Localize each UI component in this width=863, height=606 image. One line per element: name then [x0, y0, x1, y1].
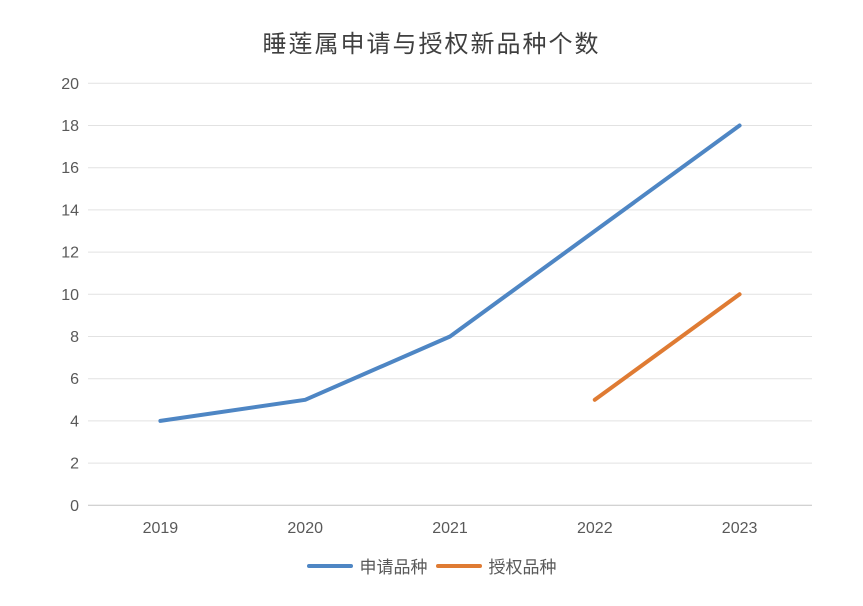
x-tick-label: 2019 — [143, 520, 179, 537]
y-tick-label: 8 — [70, 329, 79, 346]
y-tick-label: 16 — [61, 160, 79, 177]
y-tick-label: 14 — [61, 202, 79, 219]
x-tick-label: 2021 — [432, 520, 468, 537]
y-tick-label: 18 — [61, 118, 79, 135]
legend-item-authorized: 授权品种 — [435, 553, 557, 578]
legend-line-swatch-authorized — [435, 563, 482, 568]
legend: 申请品种 授权品种 — [0, 553, 863, 578]
series-line-0 — [158, 123, 742, 423]
y-tick-label: 2 — [70, 456, 79, 473]
legend-label-authorized: 授权品种 — [488, 558, 557, 578]
y-tick-label: 6 — [70, 371, 79, 388]
y-tick-label: 0 — [70, 498, 79, 515]
legend-label-applied: 申请品种 — [359, 558, 428, 578]
x-tick-label: 2023 — [722, 520, 758, 537]
y-tick-label: 10 — [61, 287, 79, 304]
chart-title: 睡莲属申请与授权新品种个数 — [262, 30, 601, 58]
y-tick-label: 12 — [61, 245, 79, 262]
series-line-1 — [592, 292, 742, 402]
legend-item-applied: 申请品种 — [306, 553, 428, 578]
y-tick-label: 4 — [70, 413, 79, 430]
y-tick-label: 20 — [61, 76, 79, 93]
x-tick-label: 2022 — [577, 520, 613, 537]
legend-line-swatch-applied — [306, 563, 353, 568]
x-tick-label: 2020 — [287, 520, 323, 537]
